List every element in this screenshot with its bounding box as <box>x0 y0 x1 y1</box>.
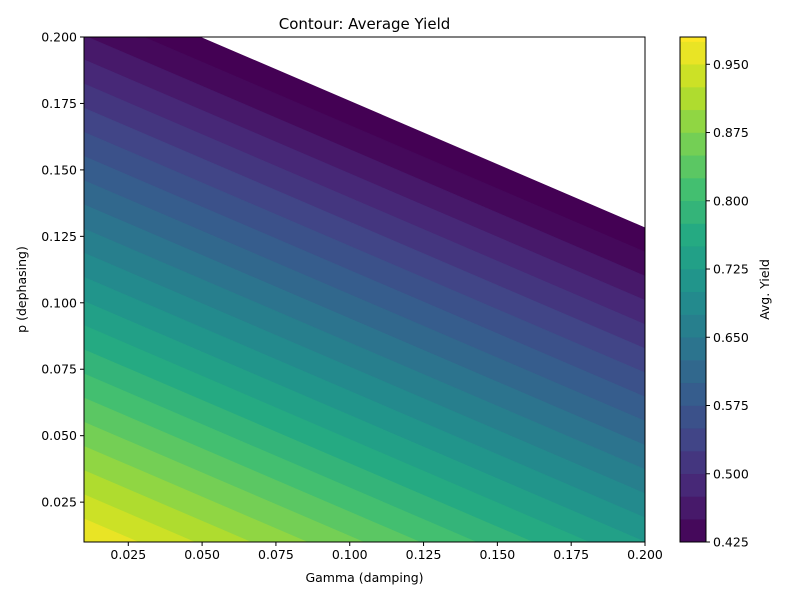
colorbar-band <box>679 428 707 452</box>
colorbar-tick-label: 0.875 <box>713 125 749 140</box>
colorbar-band <box>679 337 707 361</box>
x-tick-label: 0.150 <box>479 547 515 562</box>
y-tick-label: 0.175 <box>41 96 77 111</box>
y-axis-label: p (dephasing) <box>14 246 29 333</box>
y-tick-label: 0.200 <box>41 30 77 45</box>
x-tick-label: 0.125 <box>406 547 442 562</box>
colorbar-band <box>679 519 707 543</box>
y-tick-label: 0.100 <box>41 295 77 310</box>
colorbar-frame <box>679 36 707 543</box>
colorbar-tick-label: 0.725 <box>713 262 749 277</box>
colorbar-tick-label: 0.575 <box>713 398 749 413</box>
colorbar-band <box>679 132 707 156</box>
colorbar-band <box>679 291 707 315</box>
y-axis: 0.025 0.050 0.075 0.100 0.125 0.150 0.175 0.200 <box>41 30 84 510</box>
colorbar-band <box>679 177 707 202</box>
colorbar-band <box>679 41 707 65</box>
colorbar-band <box>679 223 707 247</box>
colorbar-band <box>679 86 707 111</box>
contour-plot-area <box>83 36 646 543</box>
x-tick-label: 0.075 <box>258 547 294 562</box>
x-tick-label: 0.050 <box>184 547 220 562</box>
chart-title: Contour: Average Yield <box>279 15 451 33</box>
colorbar-band <box>679 405 707 429</box>
colorbar-tick-label: 0.800 <box>713 193 749 208</box>
y-tick-label: 0.050 <box>41 428 77 443</box>
colorbar <box>679 36 707 543</box>
y-tick-label: 0.025 <box>41 495 77 510</box>
y-tick-label: 0.075 <box>41 362 77 377</box>
colorbar-band <box>679 382 707 406</box>
x-tick-label: 0.200 <box>627 547 663 562</box>
y-tick-label: 0.150 <box>41 162 77 177</box>
plot-frame <box>83 36 646 543</box>
colorbar-tick-label: 0.950 <box>713 57 749 72</box>
colorbar-label: Avg. Yield <box>757 259 772 320</box>
colorbar-band <box>679 496 707 520</box>
colorbar-band <box>679 246 707 270</box>
colorbar-band <box>679 359 707 384</box>
colorbar-tick-label: 0.425 <box>713 535 749 550</box>
colorbar-band <box>679 64 707 88</box>
x-axis: 0.025 0.050 0.075 0.100 0.125 0.150 0.175 0.200 <box>110 542 663 562</box>
colorbar-band <box>679 268 707 293</box>
colorbar-band <box>679 109 707 133</box>
x-tick-label: 0.100 <box>332 547 368 562</box>
colorbar-band <box>679 450 707 475</box>
x-tick-label: 0.175 <box>553 547 589 562</box>
x-axis-label: Gamma (damping) <box>305 570 423 585</box>
colorbar-tick-label: 0.500 <box>713 466 749 481</box>
colorbar-band <box>679 200 707 224</box>
colorbar-tick-label: 0.650 <box>713 330 749 345</box>
colorbar-band <box>679 314 707 338</box>
colorbar-band <box>679 473 707 497</box>
colorbar-band <box>679 155 707 179</box>
x-tick-label: 0.025 <box>110 547 146 562</box>
colorbar-ticks: 0.425 0.500 0.575 0.650 0.725 0.800 0.875 0.950 <box>706 57 749 550</box>
colorbar-band <box>679 36 707 42</box>
y-tick-label: 0.125 <box>41 229 77 244</box>
